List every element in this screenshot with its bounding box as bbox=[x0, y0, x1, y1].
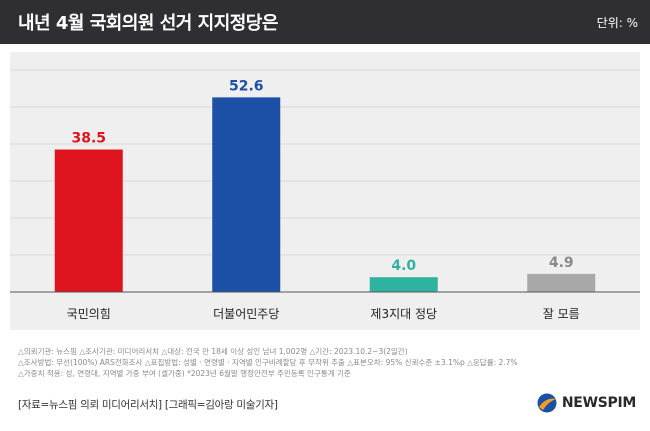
bar bbox=[527, 273, 596, 292]
source-credit: [자료=뉴스핌 의뢰 미디어리서치] [그래픽=김아랑 미술기자] bbox=[18, 399, 278, 411]
newspim-logo-icon bbox=[537, 393, 557, 413]
newspim-logo: NEWSPIM bbox=[537, 393, 636, 413]
bar-chart: 38.5 국민의힘 52.6 더불어민주당 4.0 제3지대 정당 4.9 잘 모름 bbox=[10, 69, 640, 321]
category-label: 잘 모름 bbox=[543, 307, 580, 321]
survey-notes: △의뢰기관: 뉴스핌 △조사기관: 미디어리서치 △대상: 전국 만 18세 이… bbox=[18, 346, 638, 379]
note-line: △가중치 적용: 성, 연령대, 지역별 가중 부여 (셀가중) *2023년 … bbox=[18, 369, 351, 378]
header: 내년 4월 국회의원 선거 지지정당은 단위: % bbox=[0, 0, 650, 44]
category-label: 제3지대 정당 bbox=[370, 307, 437, 321]
note-line: △조사방법: 무선(100%) ARS전화조사 △표집방법: 성별 · 연령별 … bbox=[18, 358, 518, 367]
unit-label: 단위: % bbox=[596, 15, 638, 30]
bar bbox=[212, 97, 281, 292]
category-label: 더불어민주당 bbox=[213, 307, 279, 321]
bar bbox=[369, 277, 438, 292]
value-label: 38.5 bbox=[71, 131, 106, 147]
value-label: 52.6 bbox=[229, 78, 264, 94]
chart-title: 내년 4월 국회의원 선거 지지정당은 bbox=[18, 13, 278, 34]
note-line: △의뢰기관: 뉴스핌 △조사기관: 미디어리서치 △대상: 전국 만 18세 이… bbox=[18, 347, 408, 356]
bar bbox=[54, 149, 123, 292]
category-label: 국민의힘 bbox=[67, 307, 111, 321]
logo-text: NEWSPIM bbox=[561, 395, 636, 411]
value-label: 4.0 bbox=[391, 258, 416, 274]
value-label: 4.9 bbox=[549, 255, 574, 271]
